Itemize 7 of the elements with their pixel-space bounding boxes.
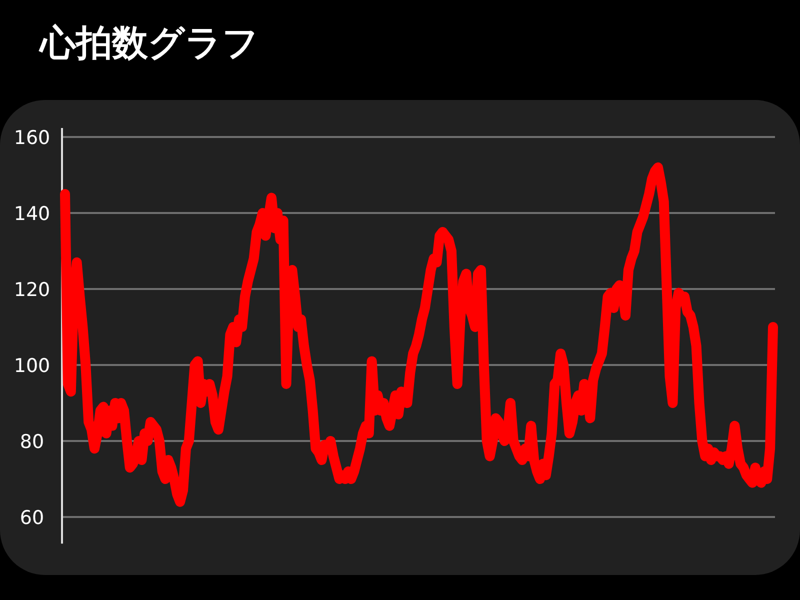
chart-title: 心拍数グラフ — [38, 23, 259, 64]
y-tick-label: 100 — [14, 355, 50, 377]
y-tick-label: 80 — [20, 431, 44, 453]
y-tick-label: 140 — [14, 203, 50, 225]
y-tick-label: 120 — [14, 279, 50, 301]
y-tick-label: 160 — [14, 127, 50, 149]
y-tick-label: 60 — [20, 507, 44, 529]
